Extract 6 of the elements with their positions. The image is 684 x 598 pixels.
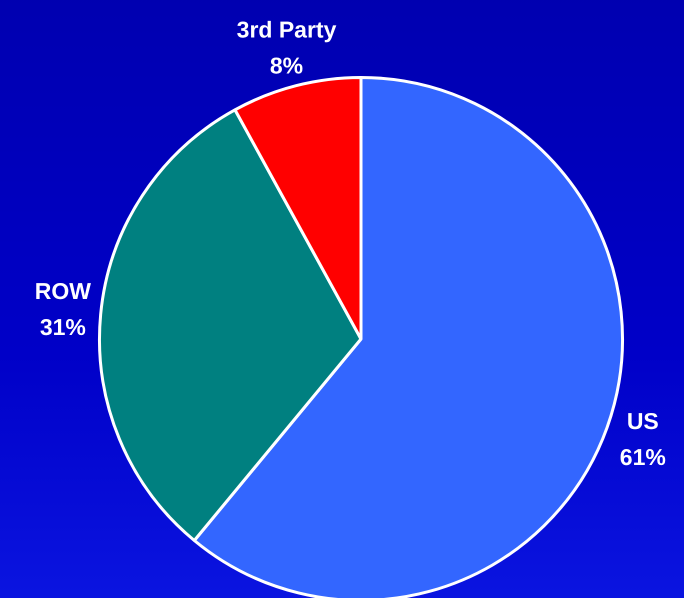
slice-label: ROW (34, 278, 92, 304)
slice-label: US (626, 408, 659, 434)
slice-label: 3rd Party (236, 16, 337, 42)
data-label: 61% (620, 444, 666, 470)
data-label: 31% (40, 314, 86, 340)
data-label: 8% (270, 52, 304, 78)
